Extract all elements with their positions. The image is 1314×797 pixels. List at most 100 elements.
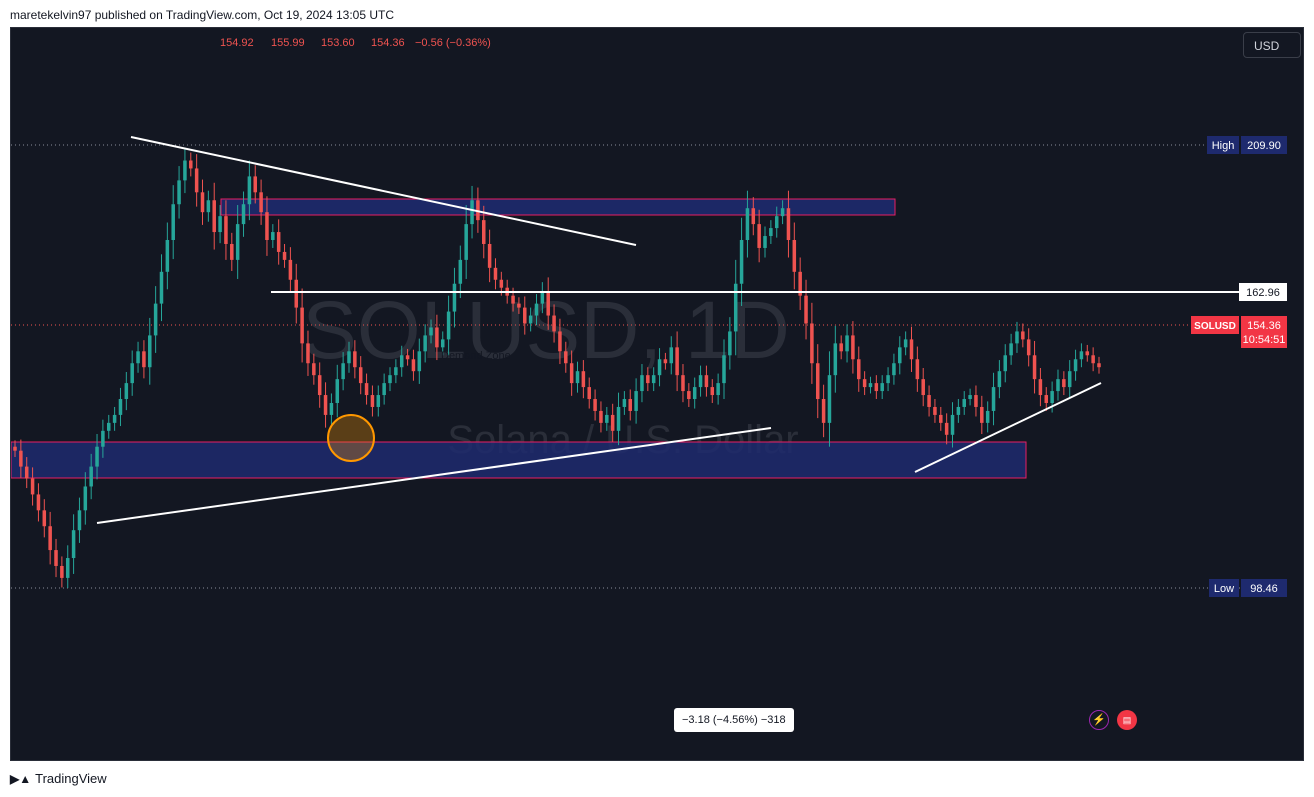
candle-body (939, 414, 943, 423)
candle-body (347, 351, 351, 364)
candle-body (540, 291, 545, 304)
candle-body (657, 359, 662, 376)
ohlc-readout: 154.92 155.99 153.60 154.36 −0.56 (−0.36… (220, 37, 491, 49)
candle-body (921, 379, 925, 396)
candle-body (300, 307, 304, 344)
candle-body (13, 446, 17, 451)
candle-body (675, 347, 679, 376)
candle-body (329, 402, 334, 415)
candle-body (558, 331, 562, 352)
candle-body (435, 327, 439, 348)
ohlc-low: 153.60 (321, 37, 355, 49)
candle-body (487, 243, 492, 268)
candle-body (101, 430, 105, 447)
candle-body (71, 530, 76, 559)
candle-body (212, 200, 216, 233)
candle-body (669, 347, 674, 364)
candle-body (956, 406, 961, 415)
candle-body (306, 343, 310, 364)
candle-body (815, 363, 820, 400)
lightning-icon[interactable]: ⚡ (1089, 710, 1109, 730)
candle-body (148, 335, 152, 368)
candle-body (780, 208, 785, 217)
candle-body (171, 204, 175, 241)
supply-zone[interactable] (220, 198, 896, 216)
candle-body (950, 414, 955, 435)
candle-body (265, 212, 269, 241)
candle-body (622, 399, 627, 407)
candle-body (651, 375, 656, 384)
candle-body (382, 383, 386, 396)
tradingview-logo-icon: ▶▲ (10, 771, 32, 786)
currency-button[interactable]: USD (1243, 32, 1301, 58)
candle-body (247, 176, 252, 205)
candle-body (364, 383, 369, 396)
candle-body (282, 251, 287, 260)
candle-body (353, 351, 357, 368)
candle-body (534, 303, 539, 316)
candle-body (1073, 359, 1078, 372)
candle-body (898, 347, 902, 364)
candle-body (405, 355, 410, 360)
candle-body (440, 339, 445, 348)
demand-zone-box[interactable] (11, 441, 1027, 479)
candle-body (417, 351, 422, 372)
candle-body (868, 383, 873, 388)
candle-body (1079, 351, 1084, 360)
us-flag-icon[interactable]: ▤ (1117, 710, 1137, 730)
candle-body (230, 243, 234, 260)
candle-body (253, 176, 257, 193)
candle-body (692, 387, 697, 400)
candle-body (810, 323, 814, 364)
candle-body (452, 283, 457, 312)
candle-body (874, 383, 879, 392)
candle-body (827, 375, 832, 423)
candle-body (30, 478, 35, 495)
candle-body (581, 371, 586, 388)
recent-trendline[interactable] (914, 382, 1102, 473)
candle-body (95, 446, 99, 467)
countdown: 10:54:51 (1243, 334, 1286, 346)
candle-body (1003, 355, 1008, 372)
low-value-bg (1241, 579, 1287, 597)
candle-body (1009, 343, 1013, 356)
candle-body (446, 311, 451, 340)
candle-body (370, 395, 375, 407)
candle-body (77, 510, 82, 531)
candle-body (323, 395, 328, 415)
candle-body (48, 526, 52, 551)
candle-body (616, 406, 621, 431)
descending-trendline[interactable] (130, 136, 637, 246)
candle-body (933, 406, 937, 415)
footer-brand[interactable]: TradingView (35, 771, 107, 786)
candle-body (792, 240, 797, 272)
candle-body (259, 192, 263, 213)
chart-area[interactable]: SOLUSD, 1D Solana / U.S. Dollar Demand Z… (10, 27, 1304, 761)
candle-body (200, 192, 205, 213)
candle-body (224, 216, 228, 244)
candle-body (593, 399, 597, 411)
price-chart[interactable]: SOLUSD, 1D Solana / U.S. Dollar Demand Z… (11, 28, 1304, 761)
candle-body (458, 259, 463, 284)
candle-body (241, 204, 246, 225)
candle-body (710, 387, 715, 396)
candle-body (464, 224, 468, 260)
candle-body (575, 371, 580, 384)
ascending-trendline[interactable] (96, 427, 772, 524)
ohlc-high: 155.99 (271, 37, 305, 49)
highlight-circle[interactable] (327, 414, 375, 462)
high-tag-bg (1207, 136, 1239, 154)
candle-body (663, 359, 668, 364)
candle-body (112, 414, 117, 423)
candle-body (276, 232, 281, 252)
candle-body (1062, 379, 1066, 388)
candle-body (587, 387, 591, 400)
low-tag-bg (1209, 579, 1239, 597)
candle-body (511, 295, 515, 304)
candle-body (722, 355, 726, 384)
candle-body (65, 558, 70, 578)
candle-body (804, 295, 808, 324)
candle-body (517, 303, 521, 308)
watermark-ticker: SOLUSD, 1D (302, 285, 790, 376)
ohlc-open: 154.92 (220, 37, 254, 49)
